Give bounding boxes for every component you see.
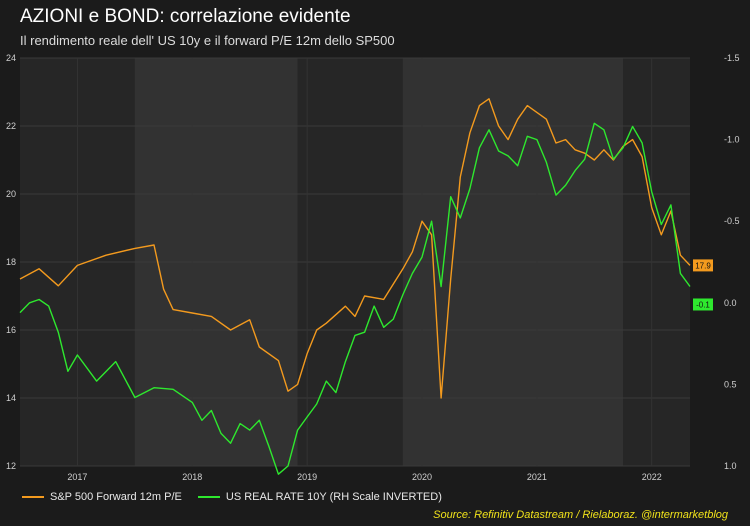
x-tick-label: 2020 — [412, 472, 432, 482]
legend-label-rate: US REAL RATE 10Y (RH Scale INVERTED) — [225, 491, 442, 503]
y-right-tick-label: 1.0 — [724, 461, 737, 471]
y-left-tick-label: 20 — [6, 189, 16, 199]
chart-title: AZIONI e BOND: correlazione evidente — [20, 6, 351, 27]
legend-swatch-rate — [197, 496, 220, 498]
y-right-tick-label: -1.0 — [724, 135, 740, 145]
x-tick-label: 2019 — [297, 472, 317, 482]
series-line-pe — [19, 98, 691, 399]
legend-label-pe: S&P 500 Forward 12m P/E — [50, 491, 182, 503]
y-right-tick-label: -0.5 — [724, 216, 740, 226]
x-tick-label: 2022 — [642, 472, 662, 482]
y-left-tick-label: 22 — [6, 121, 16, 131]
y-left-tick-label: 24 — [6, 53, 16, 63]
source-note: Source: Refinitiv Datastream / Rielabora… — [433, 509, 728, 521]
series-line-rate — [19, 122, 691, 475]
x-tick-label: 2017 — [67, 472, 87, 482]
y-right-tick-label: 0.5 — [724, 379, 737, 389]
legend-item-pe: S&P 500 Forward 12m P/E — [22, 491, 182, 503]
y-left-tick-label: 12 — [6, 461, 16, 471]
last-value-badge-rate — [693, 298, 713, 311]
x-tick-label: 2018 — [182, 472, 202, 482]
y-left-tick-label: 18 — [6, 257, 16, 267]
last-value-badge-pe — [693, 259, 713, 272]
last-value-badge-rate-text: -0.1 — [696, 300, 710, 309]
y-left-tick-label: 14 — [6, 393, 16, 403]
y-right-tick-label: -1.5 — [724, 53, 740, 63]
legend-item-rate: US REAL RATE 10Y (RH Scale INVERTED) — [197, 491, 442, 503]
last-value-badge-pe-text: 17.9 — [695, 261, 711, 270]
chart-subtitle: Il rendimento reale dell' US 10y e il fo… — [20, 33, 395, 48]
x-tick-label: 2021 — [527, 472, 547, 482]
y-left-tick-label: 16 — [6, 325, 16, 335]
y-right-tick-label: 0.0 — [724, 298, 737, 308]
legend: S&P 500 Forward 12m P/E US REAL RATE 10Y… — [22, 491, 458, 503]
legend-swatch-pe — [22, 496, 44, 498]
